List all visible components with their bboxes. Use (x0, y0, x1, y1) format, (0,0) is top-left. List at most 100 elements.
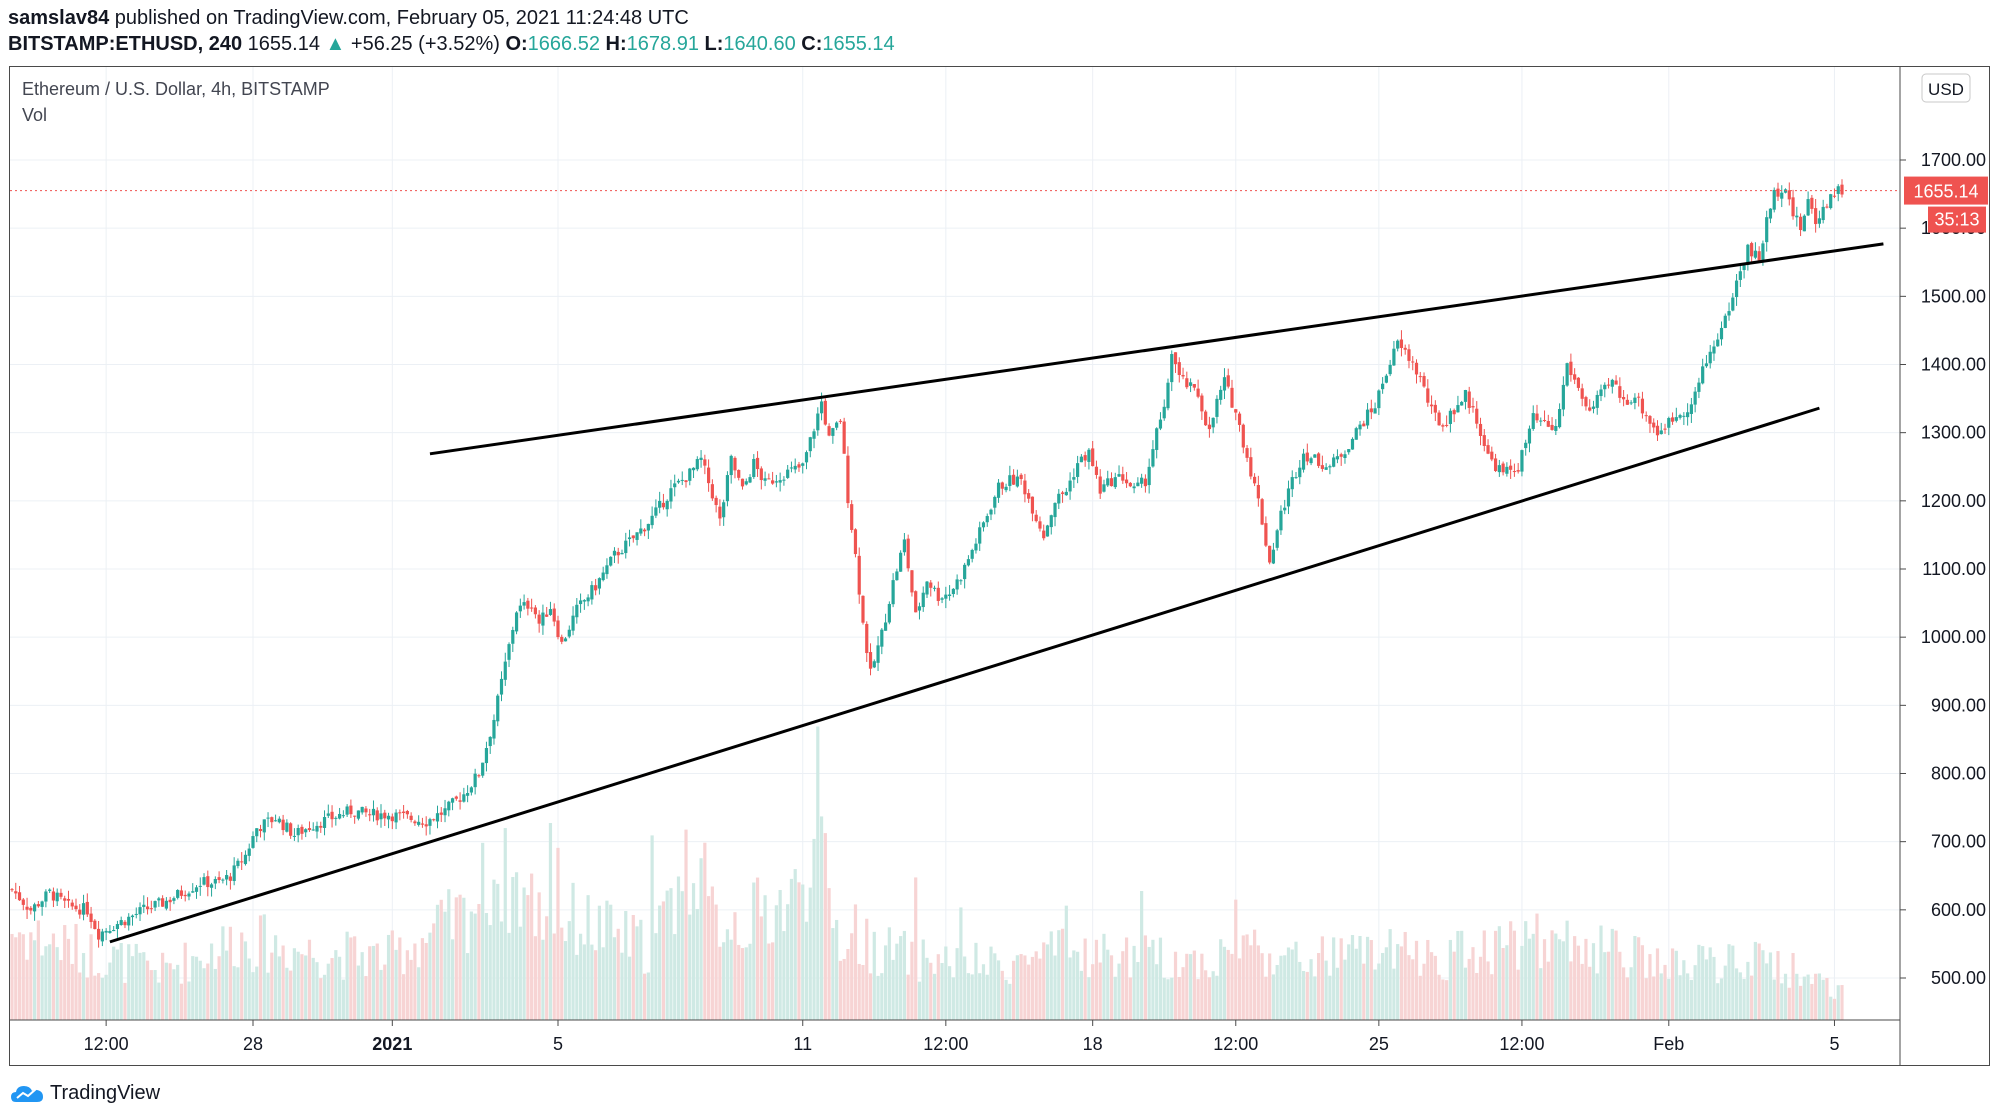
volume-bar (1610, 928, 1614, 1020)
volume-bar (258, 915, 263, 1020)
candle (1460, 400, 1464, 406)
volume-bar (398, 937, 402, 1020)
volume-bar (1670, 948, 1675, 1020)
candle (1637, 392, 1641, 407)
candle (1106, 470, 1110, 487)
volume-bar (78, 972, 82, 1020)
volume-bar (703, 842, 707, 1020)
candle (1467, 386, 1471, 414)
volume-bar (1373, 969, 1377, 1020)
volume-bar (1200, 953, 1204, 1020)
volume-bar (1603, 952, 1607, 1020)
candle (861, 595, 865, 625)
candle (473, 768, 477, 795)
publisher-name[interactable]: samslav84 (8, 7, 110, 29)
candle (25, 897, 29, 919)
candle (149, 900, 153, 914)
volume-bar (944, 946, 948, 1020)
volume-bar (1561, 941, 1565, 1020)
volume-bar (1798, 985, 1803, 1020)
candle (1381, 377, 1385, 394)
candle (1166, 378, 1170, 411)
candle (514, 611, 519, 635)
volume-bar (1719, 978, 1724, 1020)
candle (1704, 355, 1709, 368)
volume-bar (1057, 930, 1061, 1020)
candle (1659, 422, 1663, 435)
volume-bar (1091, 964, 1095, 1020)
volume-bar (993, 953, 997, 1020)
time-axis: 12:00 28 2021 5 11 12:00 18 12:00 25 12:00 Feb 5 (10, 1019, 1900, 1054)
grid-layer (10, 67, 1900, 1020)
volume-bar (1155, 964, 1159, 1020)
candle (658, 491, 662, 514)
ohlc-line: BITSTAMP:ETHUSD, 240 1655.14 ▲ +56.25 (+… (8, 32, 895, 56)
candle (1200, 393, 1204, 420)
candle (733, 456, 737, 479)
volume-bar (123, 982, 127, 1020)
volume-bar (906, 974, 910, 1020)
candle (232, 857, 236, 886)
volume-bar (1237, 958, 1242, 1020)
candle (676, 478, 681, 484)
volume-bar (951, 977, 955, 1020)
volume-bar (1079, 970, 1083, 1020)
volume-bar (1249, 945, 1253, 1020)
chart-frame[interactable] (9, 66, 1990, 1066)
candle (1674, 407, 1678, 423)
candle (605, 558, 609, 579)
candle (744, 478, 748, 486)
candle (1015, 469, 1019, 488)
volume-bar (191, 956, 195, 1020)
candle (1109, 472, 1114, 487)
volume-bar (1734, 968, 1739, 1020)
candle (883, 613, 888, 631)
candle (228, 872, 232, 890)
volume-bar (624, 910, 628, 1020)
volume-bar (974, 942, 978, 1020)
candle (673, 474, 677, 497)
volume-bar (605, 900, 609, 1020)
candle (277, 816, 281, 824)
candle (1309, 456, 1313, 466)
volume-bar (778, 890, 782, 1020)
candle (1644, 411, 1648, 422)
volume-bar (1271, 974, 1276, 1020)
volume-bar (51, 933, 56, 1020)
volume-bar (1569, 961, 1573, 1020)
candle (1682, 412, 1686, 425)
change-arrow: ▲ (325, 33, 346, 55)
volume-bar (876, 975, 880, 1020)
candle (499, 671, 504, 702)
y-tick-label: 500.00 (1931, 968, 1986, 988)
candle (1802, 214, 1806, 232)
tradingview-brand[interactable]: TradingView (10, 1078, 160, 1108)
candle (563, 637, 568, 642)
volume-bar (1648, 954, 1652, 1020)
volume-bar (548, 822, 553, 1020)
volume-bar (21, 934, 25, 1020)
candle (642, 528, 647, 537)
candle (1787, 182, 1791, 206)
candle (1215, 395, 1219, 424)
volume-bar (255, 966, 259, 1020)
candle (541, 604, 545, 635)
candle (1414, 359, 1419, 384)
volume-bar (142, 952, 146, 1020)
volume-bar (1584, 938, 1588, 1020)
volume-bar (1795, 973, 1799, 1020)
volume-bar (560, 927, 564, 1020)
candle (1136, 477, 1140, 487)
candle (262, 819, 266, 841)
candle (1128, 482, 1132, 488)
volume-bar (375, 943, 379, 1020)
volume-bar (575, 954, 579, 1020)
volume-bar (533, 936, 537, 1020)
candle (759, 466, 763, 490)
volume-bar (981, 964, 986, 1020)
volume-bar (966, 973, 971, 1020)
candle (1475, 401, 1479, 429)
candle (752, 454, 756, 479)
volume-bar (654, 933, 658, 1020)
